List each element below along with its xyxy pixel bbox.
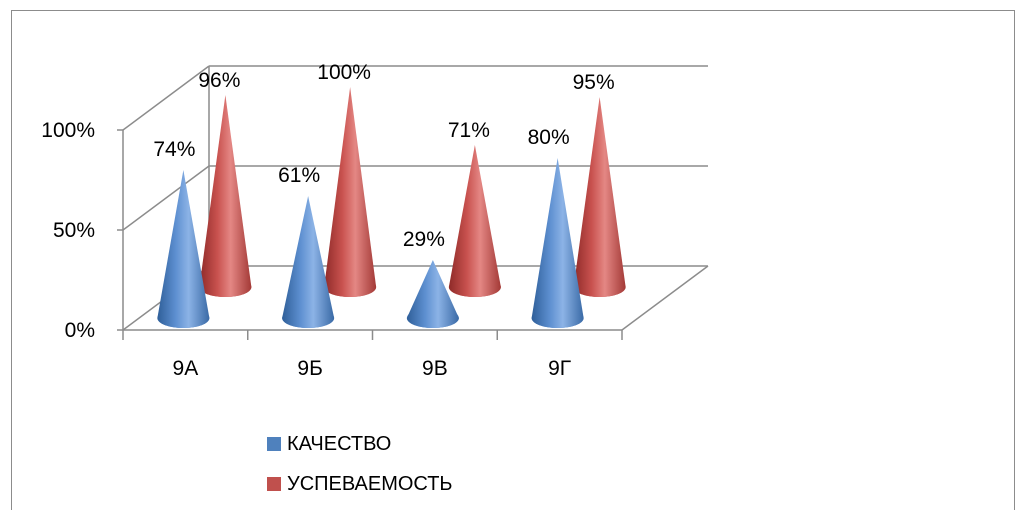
- legend-label-series-1: КАЧЕСТВО: [287, 432, 392, 455]
- floor-right-edge: [621, 265, 709, 331]
- data-label-series-2: 95%: [573, 71, 615, 94]
- data-label-series-2: 71%: [448, 119, 490, 142]
- category-label: 9В: [422, 357, 448, 380]
- legend-item-series-2: УСПЕВАЕМОСТЬ: [267, 464, 453, 504]
- cone-series-1: [406, 260, 459, 328]
- cone-series-2: [324, 87, 377, 297]
- y-tick-label: 100%: [41, 119, 95, 142]
- data-label-series-2: 96%: [198, 69, 240, 92]
- data-label-series-2: 100%: [317, 61, 371, 84]
- data-label-series-1: 61%: [278, 164, 320, 187]
- labels-layer: 0% 50% 100% 9А 9Б 9В 9Г 96% 100% 71% 95% 74% 61% 29% 8…: [41, 61, 614, 380]
- cone-series-1-body: [406, 260, 459, 328]
- category-label: 9Б: [297, 357, 322, 380]
- data-label-series-1: 74%: [153, 138, 195, 161]
- cone-series-2-body: [324, 87, 377, 297]
- category-label: 9А: [173, 357, 199, 380]
- gridline-side: [122, 65, 210, 131]
- cone-series-2: [448, 145, 501, 297]
- cone-series-2-body: [448, 145, 501, 297]
- cones-layer: [157, 87, 626, 329]
- cone-series-1-body: [282, 196, 335, 329]
- cone-series-1: [157, 170, 210, 329]
- data-label-series-1: 29%: [403, 228, 445, 251]
- legend-label-series-2: УСПЕВАЕМОСТЬ: [287, 472, 453, 495]
- legend-swatch-series-2: [267, 477, 281, 491]
- chart-frame: [11, 10, 1015, 510]
- cone-series-1-body: [531, 158, 584, 329]
- legend-swatch-series-1: [267, 437, 281, 451]
- cone-series-2-body: [573, 97, 626, 297]
- data-label-series-1: 80%: [528, 126, 570, 149]
- category-label: 9Г: [548, 357, 571, 380]
- cone-series-2-body: [199, 95, 252, 297]
- cone-series-2: [199, 95, 252, 297]
- cone-series-2: [573, 97, 626, 297]
- legend: КАЧЕСТВО УСПЕВАЕМОСТЬ: [267, 424, 453, 504]
- legend-item-series-1: КАЧЕСТВО: [267, 424, 453, 464]
- gridline-side: [122, 165, 210, 231]
- cone-series-1: [282, 196, 335, 329]
- cone-series-1-body: [157, 170, 210, 329]
- y-tick-label: 50%: [53, 219, 95, 242]
- cone-series-1: [531, 158, 584, 329]
- y-tick-label: 0%: [65, 319, 95, 342]
